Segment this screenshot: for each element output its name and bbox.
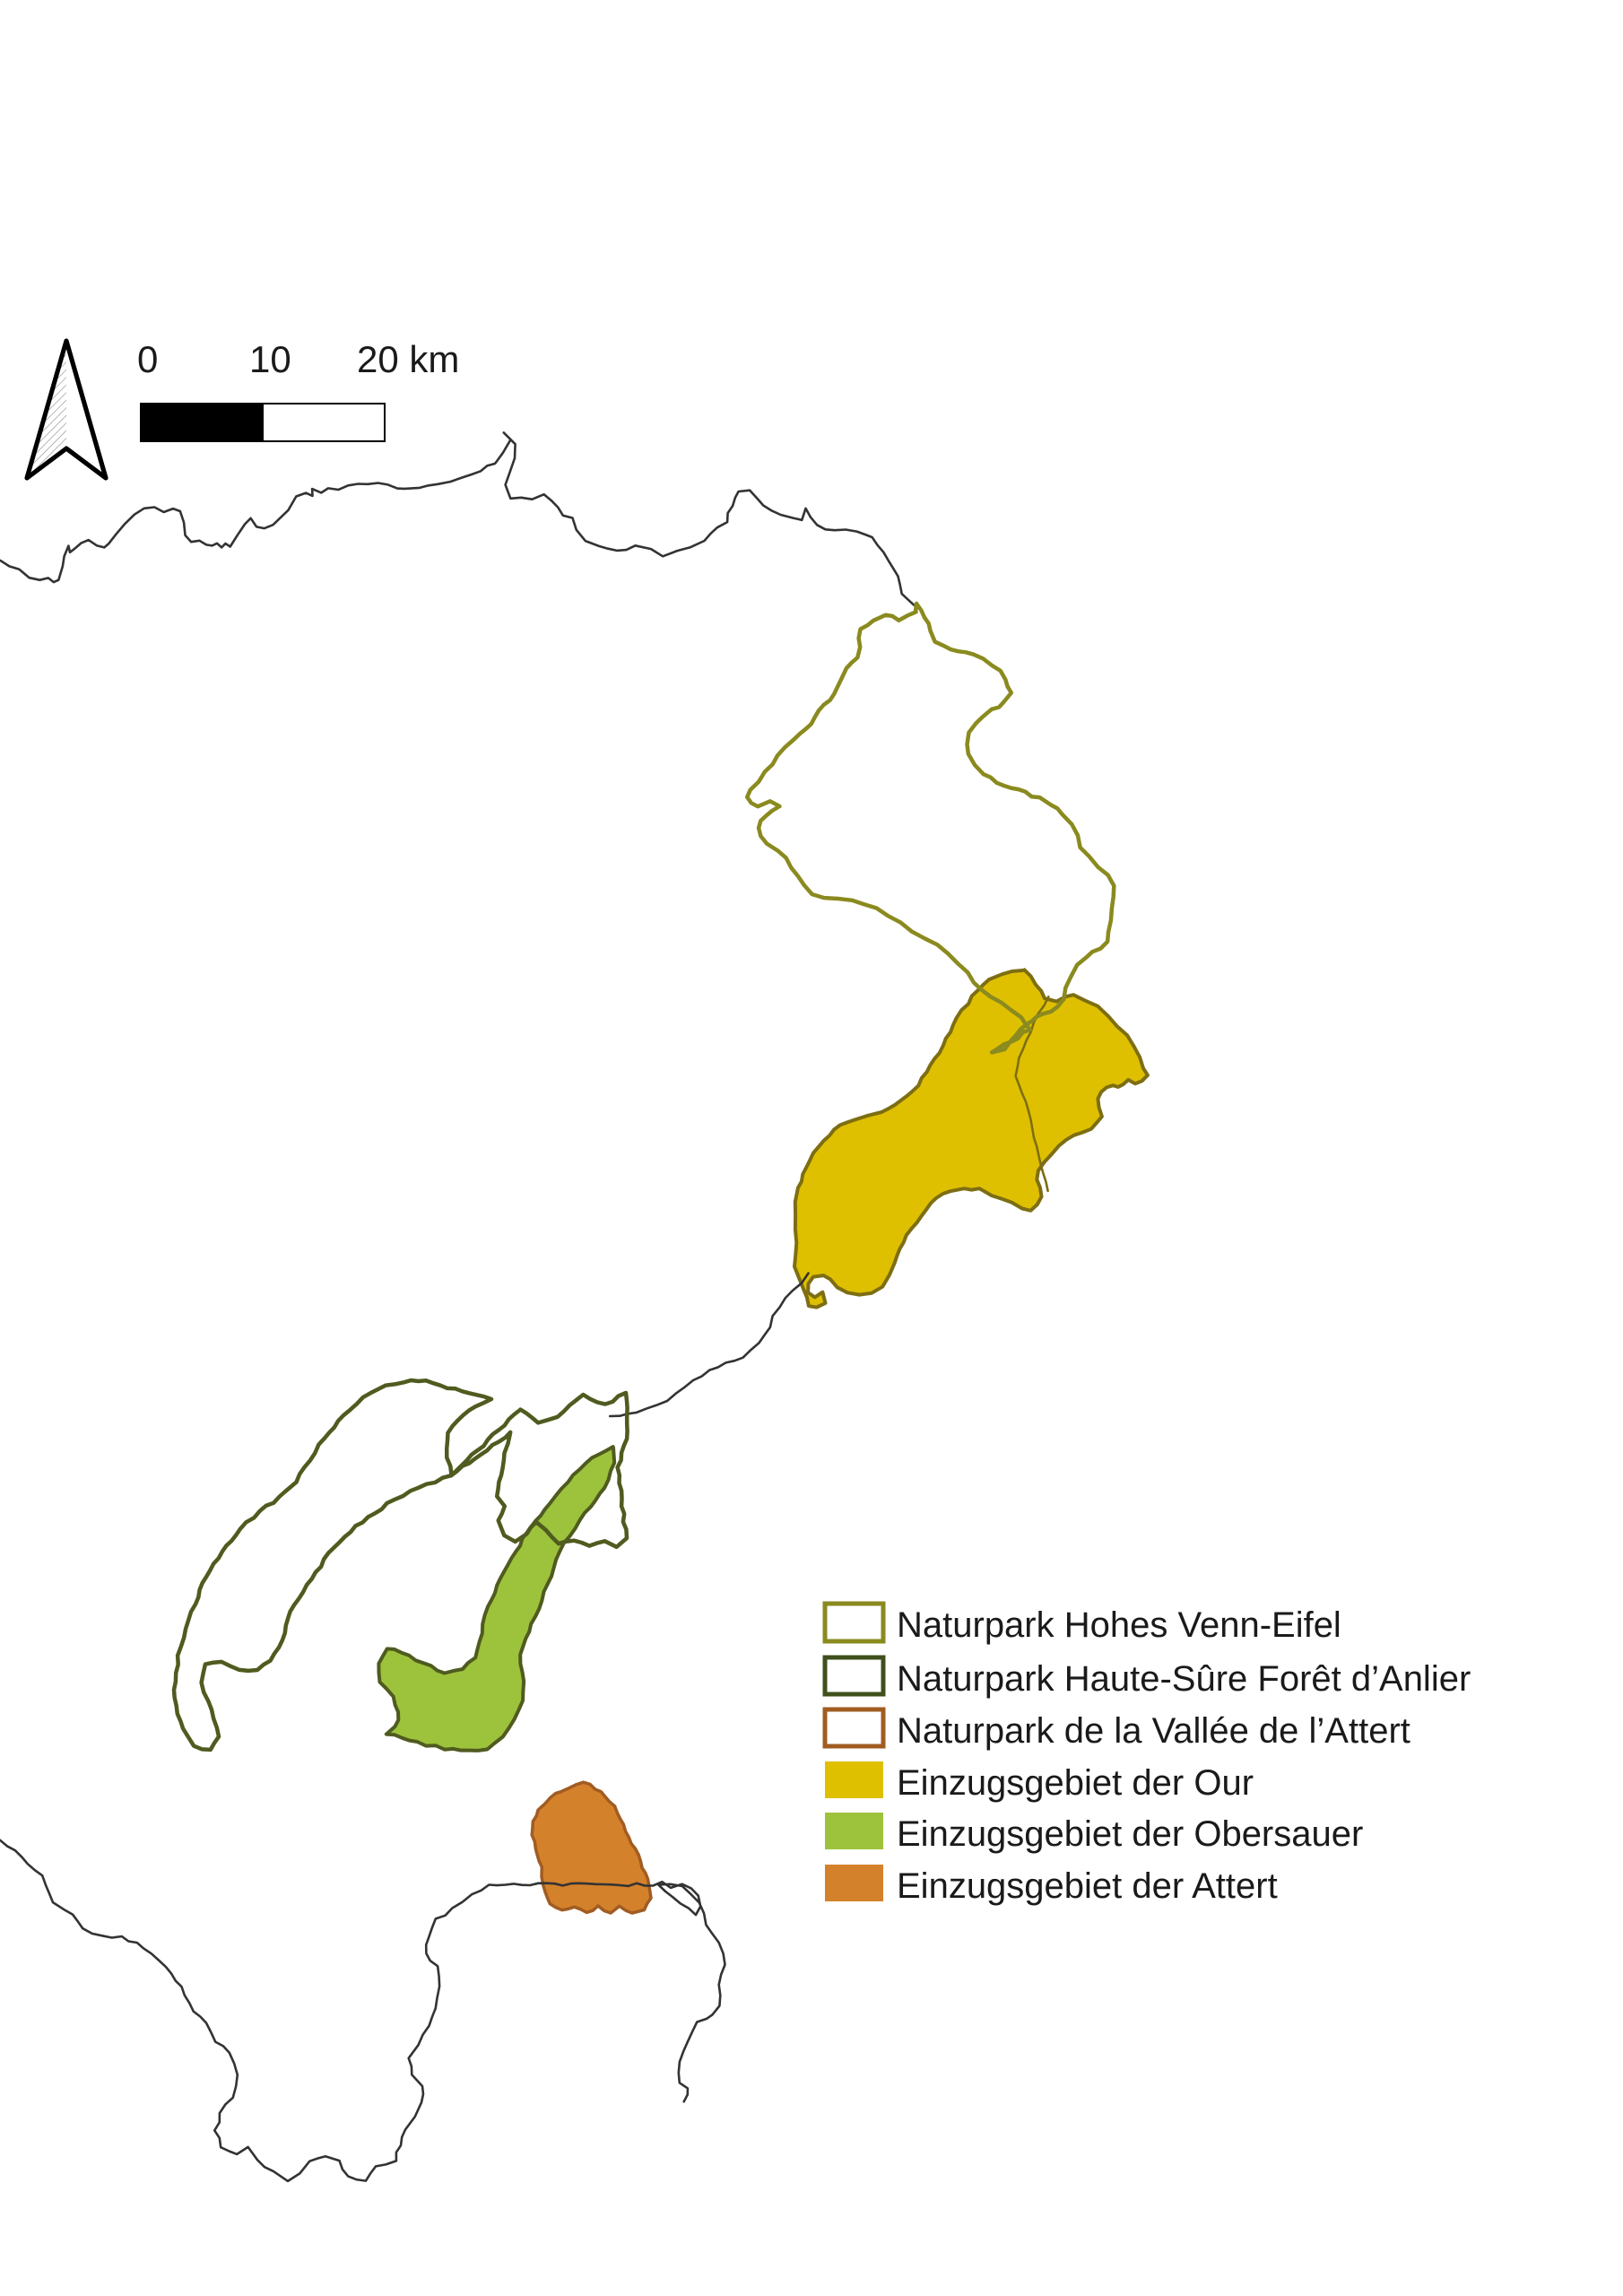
svg-text:Naturpark Haute-Sûre Forêt d’A: Naturpark Haute-Sûre Forêt d’Anlier — [897, 1659, 1471, 1699]
svg-text:Einzugsgebiet der Obersauer: Einzugsgebiet der Obersauer — [897, 1814, 1363, 1854]
svg-text:Einzugsgebiet der Our: Einzugsgebiet der Our — [897, 1763, 1254, 1803]
svg-text:10: 10 — [249, 338, 291, 380]
svg-text:Naturpark Hohes Venn-Eifel: Naturpark Hohes Venn-Eifel — [897, 1605, 1341, 1645]
svg-text:Naturpark de la Vallée de l’At: Naturpark de la Vallée de l’Attert — [897, 1711, 1410, 1751]
svg-text:0: 0 — [137, 338, 158, 380]
svg-text:20 km: 20 km — [357, 338, 459, 380]
svg-text:Einzugsgebiet der Attert: Einzugsgebiet der Attert — [897, 1866, 1278, 1906]
